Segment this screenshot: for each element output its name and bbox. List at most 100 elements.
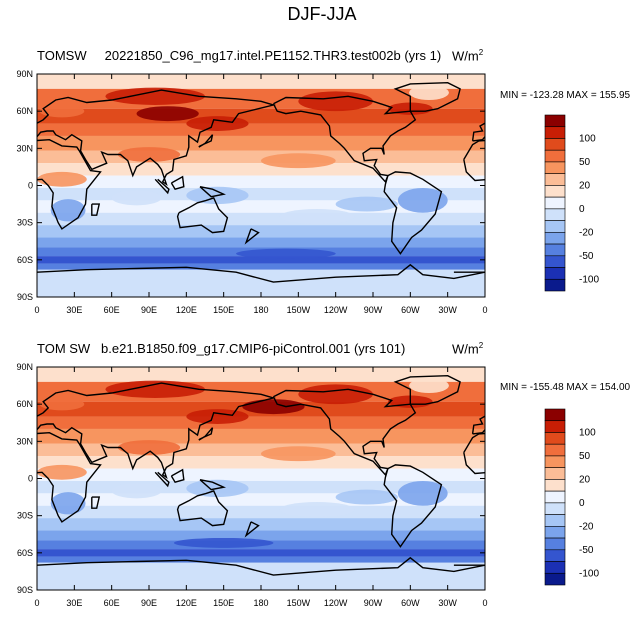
colorbar-label: -50	[579, 545, 594, 556]
lat-label: 90S	[17, 292, 33, 302]
colorbar-swatch	[544, 455, 566, 468]
coastline	[619, 470, 631, 482]
colorbar-swatch	[544, 537, 566, 551]
lat-band	[37, 263, 485, 270]
coastline	[154, 471, 170, 488]
lon-label: 150W	[287, 598, 311, 608]
lon-label: 180	[253, 598, 268, 608]
lat-band	[37, 175, 485, 188]
field-region	[39, 104, 85, 118]
field-region	[279, 502, 355, 517]
lat-band	[37, 556, 485, 563]
lat-band	[37, 225, 485, 238]
lat-band	[37, 416, 485, 429]
colorbar-swatch	[544, 232, 566, 245]
colorbar-label: 50	[579, 157, 591, 168]
field-region	[111, 483, 162, 499]
field-region	[173, 537, 274, 548]
map-field-1	[37, 74, 617, 297]
panel-2-minmax: MIN = -155.48 MAX = 154.00	[500, 382, 631, 393]
coastline	[176, 197, 229, 234]
field-region	[397, 480, 448, 506]
lat-label: 60N	[16, 399, 33, 409]
lat-label: 30N	[16, 143, 33, 153]
field-region	[111, 190, 162, 206]
colorbar-swatch	[544, 126, 566, 139]
colorbar-label: 0	[579, 204, 585, 215]
coastline	[170, 468, 185, 484]
colorbar-label: 100	[579, 427, 596, 438]
lon-label: 120W	[324, 598, 348, 608]
colorbar-label: -50	[579, 251, 594, 262]
field-region	[261, 446, 336, 462]
map-field-2	[37, 367, 644, 590]
lat-label: 60S	[17, 548, 33, 558]
coastline	[393, 81, 461, 112]
lat-band	[37, 530, 485, 541]
colorbar-swatch	[544, 526, 566, 539]
panel-1-units-base: W/m	[452, 48, 479, 64]
colorbar-1: 100 50 20 0 -20 -50 -100	[544, 114, 599, 292]
coastline	[603, 472, 617, 486]
field-region	[186, 409, 249, 424]
colorbar-swatch	[544, 149, 566, 163]
field-region	[236, 112, 286, 123]
colorbar-swatch	[544, 549, 566, 562]
colorbar-label: 50	[579, 451, 591, 462]
lat-band	[37, 135, 485, 151]
colorbar-label: -20	[579, 227, 594, 238]
coastline	[176, 490, 229, 527]
colorbar-swatch	[544, 479, 566, 492]
colorbar-swatch	[544, 432, 566, 445]
figure-title: DJF-JJA	[287, 4, 357, 24]
coastline	[91, 203, 101, 216]
colorbar-label: 20	[579, 180, 591, 191]
coastline	[154, 178, 170, 195]
field-region	[298, 384, 373, 405]
field-region	[117, 440, 181, 455]
field-region	[117, 147, 181, 162]
colorbar-swatch	[544, 490, 566, 504]
field-region	[335, 489, 398, 505]
colorbar-swatch	[544, 408, 566, 422]
lon-label: 60W	[401, 305, 420, 315]
field-region	[136, 106, 199, 122]
field-region	[261, 153, 336, 169]
lat-band	[37, 518, 485, 531]
lon-label: 150E	[213, 598, 234, 608]
coastline	[393, 374, 461, 405]
coastline	[37, 431, 102, 523]
lat-label: 30N	[16, 436, 33, 446]
coastline	[626, 491, 644, 526]
colorbar-swatch	[544, 173, 566, 186]
colorbar-swatch	[544, 278, 566, 292]
panel-1-units-exp: 2	[478, 48, 484, 57]
lon-label: 120E	[176, 305, 197, 315]
field-region	[37, 171, 87, 187]
colorbar-swatch	[544, 161, 566, 174]
panel-1-title: TOMSW 20221850_C96_mg17.intel.PE1152.THR…	[37, 48, 442, 63]
colorbar-swatch	[544, 572, 566, 586]
lat-label: 0	[28, 181, 33, 191]
colorbar-swatch	[544, 502, 566, 515]
coastline	[603, 179, 617, 193]
colorbar-label: 0	[579, 498, 585, 509]
colorbar-swatch	[544, 420, 566, 433]
colorbar-2: 100 50 20 0 -20 -50 -100	[544, 408, 599, 586]
colorbar-swatch	[544, 114, 566, 128]
field-region	[409, 85, 449, 101]
lon-label: 60E	[104, 598, 120, 608]
lon-label: 60E	[104, 305, 120, 315]
field-region	[409, 378, 449, 394]
lon-label: 60W	[401, 598, 420, 608]
field-region	[298, 91, 373, 112]
lon-label: 30W	[438, 305, 457, 315]
lat-band	[37, 468, 485, 481]
panel-1-units: W/m2	[452, 48, 483, 63]
field-region	[279, 209, 355, 224]
lon-label: 90E	[141, 305, 157, 315]
lon-label: 30E	[66, 598, 82, 608]
lat-band	[37, 237, 485, 248]
colorbar-swatch	[544, 255, 566, 268]
